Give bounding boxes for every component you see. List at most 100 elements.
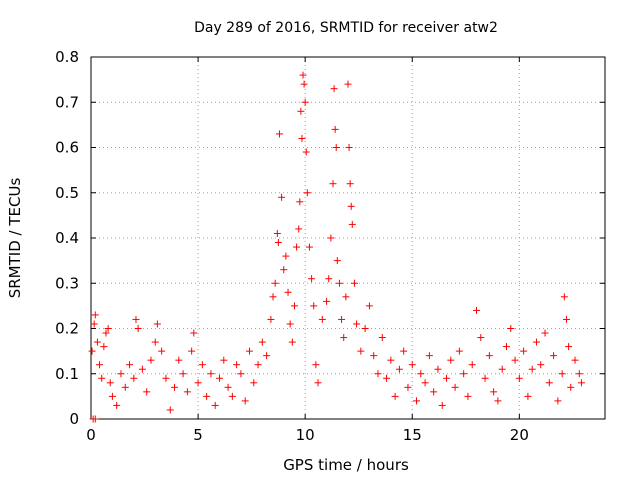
data-point: [280, 266, 288, 274]
data-point: [451, 383, 459, 391]
data-point: [378, 334, 386, 342]
data-point: [577, 379, 585, 387]
data-point: [571, 356, 579, 364]
data-point: [258, 338, 266, 346]
data-point: [344, 80, 352, 88]
data-point: [550, 352, 558, 360]
data-point: [278, 193, 286, 201]
data-point: [298, 134, 306, 142]
data-point: [425, 352, 433, 360]
data-point: [91, 415, 99, 423]
data-point: [502, 343, 510, 351]
data-point: [100, 343, 108, 351]
data-point: [305, 243, 313, 251]
data-point: [400, 347, 408, 355]
data-point: [383, 374, 391, 382]
data-point: [374, 370, 382, 378]
data-point: [171, 383, 179, 391]
data-point: [220, 356, 228, 364]
data-point: [188, 347, 196, 355]
data-point: [537, 361, 545, 369]
data-point: [460, 370, 468, 378]
data-point: [254, 361, 262, 369]
data-point: [447, 356, 455, 364]
data-point: [348, 220, 356, 228]
data-point: [130, 374, 138, 382]
data-point: [507, 325, 515, 332]
data-point: [104, 325, 112, 332]
x-axis-label: GPS time / hours: [283, 456, 409, 474]
y-tick-label: 0.2: [55, 320, 79, 338]
y-tick-label: 0.3: [55, 274, 79, 292]
data-point: [473, 306, 480, 314]
data-point: [443, 374, 451, 382]
data-point: [90, 320, 98, 328]
data-point: [162, 374, 170, 382]
data-point: [481, 374, 489, 382]
data-point: [179, 370, 187, 378]
data-point: [299, 71, 307, 79]
data-point: [455, 347, 463, 355]
data-point: [271, 279, 279, 287]
data-point: [134, 325, 142, 332]
data-point: [498, 365, 506, 373]
data-point: [347, 202, 355, 210]
data-point: [203, 392, 211, 400]
data-point: [558, 370, 566, 378]
data-point: [132, 315, 140, 323]
data-point: [335, 279, 343, 287]
data-point: [417, 370, 425, 378]
data-point: [175, 356, 183, 364]
data-point: [395, 365, 403, 373]
data-point: [391, 392, 399, 400]
x-tick-label: 10: [296, 426, 315, 444]
data-point: [183, 388, 191, 396]
data-point: [329, 180, 337, 188]
data-point: [342, 293, 350, 301]
data-point: [468, 361, 476, 369]
grid-lines: [91, 57, 605, 419]
data-point: [286, 320, 294, 328]
data-point: [357, 347, 365, 355]
data-point: [121, 383, 129, 391]
data-point: [269, 293, 277, 301]
data-point: [408, 361, 416, 369]
data-point: [511, 356, 519, 364]
data-point: [98, 374, 106, 382]
data-point: [166, 406, 174, 414]
data-point: [434, 365, 442, 373]
data-point: [332, 144, 340, 151]
data-points: [88, 71, 585, 423]
data-point: [194, 379, 202, 387]
data-point: [275, 130, 283, 138]
data-point: [532, 338, 540, 346]
data-point: [350, 279, 358, 287]
data-point: [494, 397, 502, 405]
data-point: [545, 379, 553, 387]
data-point: [308, 275, 316, 283]
data-point: [300, 80, 308, 88]
data-point: [295, 225, 303, 233]
data-point: [421, 379, 429, 387]
data-point: [485, 352, 493, 360]
data-point: [211, 401, 219, 409]
data-point: [330, 85, 338, 93]
data-point: [430, 388, 438, 396]
data-point: [575, 370, 583, 378]
data-point: [340, 334, 348, 342]
x-tick-label: 5: [193, 426, 203, 444]
data-point: [520, 347, 528, 355]
data-point: [565, 343, 573, 351]
x-tick-label: 20: [510, 426, 529, 444]
data-point: [245, 347, 253, 355]
y-tick-label: 0.1: [55, 365, 79, 383]
y-tick-label: 0: [69, 410, 79, 428]
data-point: [138, 365, 146, 373]
data-point: [288, 338, 296, 346]
axes: 0 5 10 15 20 0 0.1 0.2 0.3 0.4 0.5 0.6 0.7 0.8: [55, 48, 605, 444]
data-point: [560, 293, 568, 301]
y-tick-label: 0.5: [55, 184, 79, 202]
data-point: [338, 315, 346, 323]
data-point: [117, 370, 125, 378]
